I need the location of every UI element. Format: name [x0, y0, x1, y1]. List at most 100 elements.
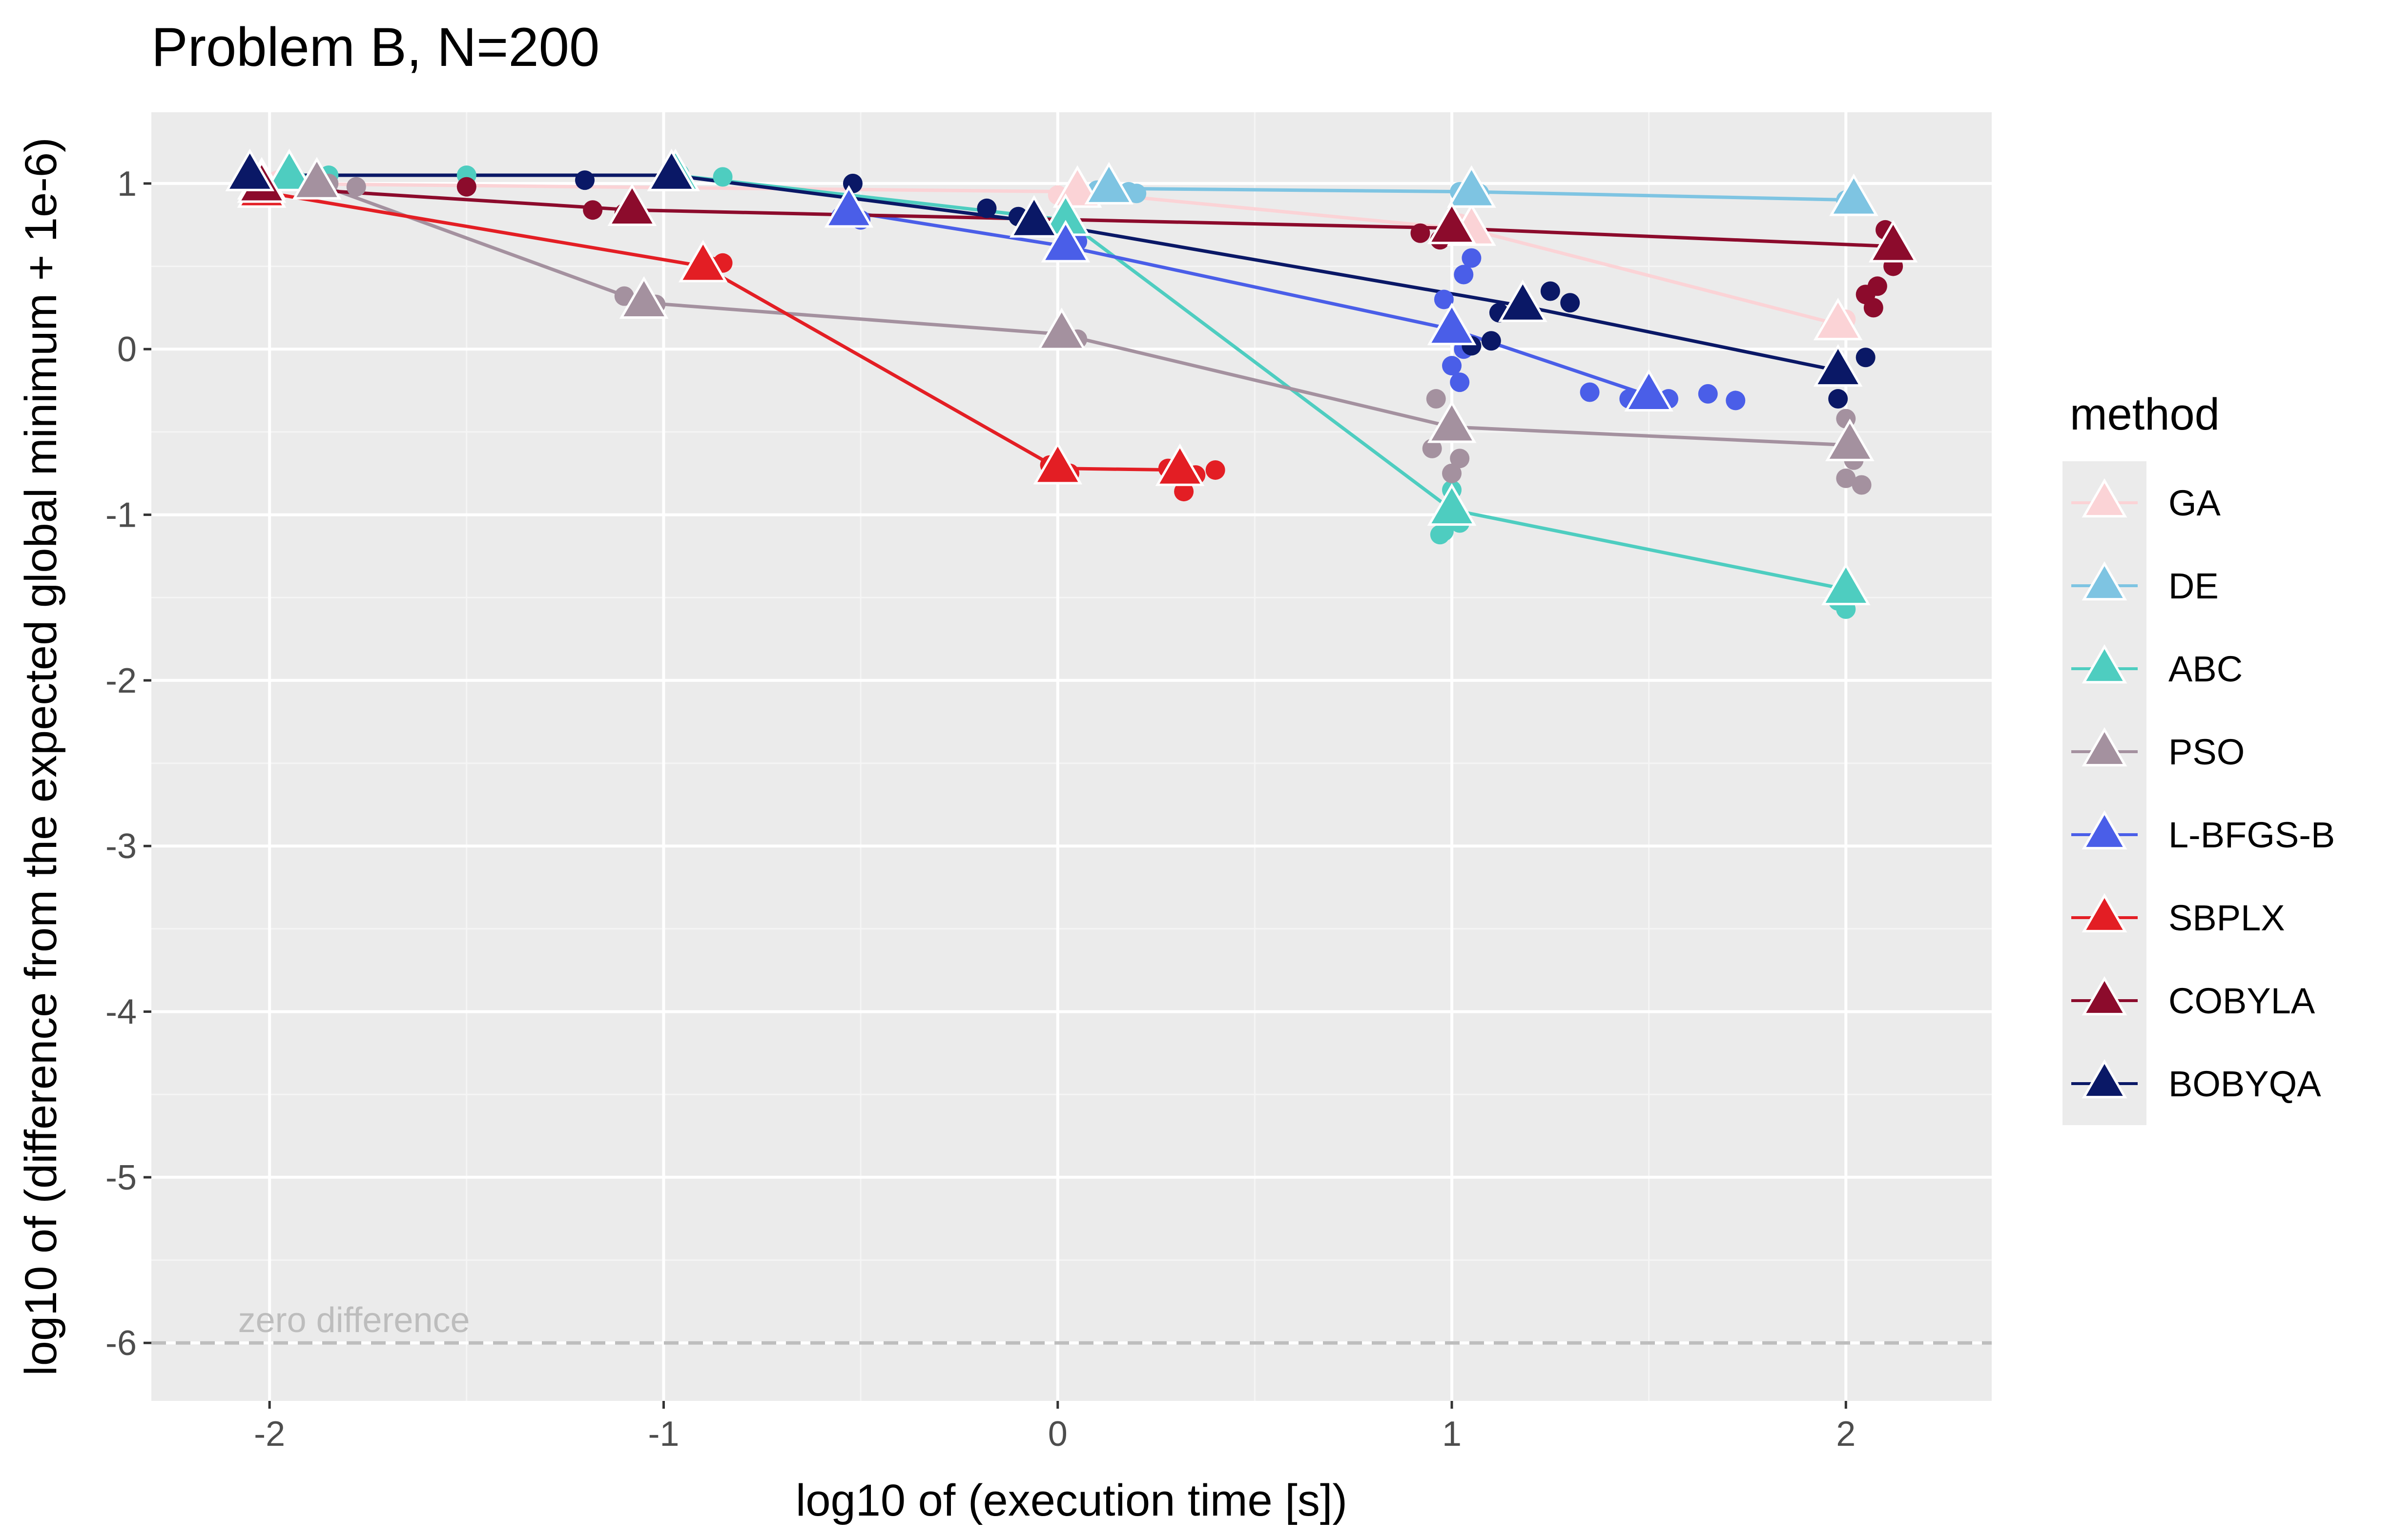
- y-tick-label: -5: [105, 1158, 137, 1197]
- y-tick-label: -2: [105, 661, 137, 700]
- point-pso: [1442, 463, 1462, 483]
- point-pso: [1422, 438, 1442, 458]
- point-bobyqa: [977, 198, 997, 218]
- legend-key-marker-bobyqa: [2082, 1059, 2127, 1099]
- mean-marker-bobyqa: [647, 148, 696, 191]
- mean-marker-pso: [619, 276, 669, 319]
- point-bobyqa: [1540, 281, 1560, 301]
- point-pso: [614, 286, 634, 306]
- mean-marker-cobyla: [1868, 220, 1918, 263]
- legend-key-background: [2062, 461, 2146, 1125]
- legend-key-marker-sbplx: [2082, 893, 2127, 933]
- point-l-bfgs-b: [1454, 265, 1474, 285]
- point-bobyqa: [1856, 348, 1876, 368]
- mean-marker-bobyqa: [225, 148, 275, 191]
- legend-label-abc: ABC: [2168, 649, 2243, 689]
- point-l-bfgs-b: [1442, 356, 1462, 376]
- plot-panel: [151, 112, 1992, 1401]
- y-tick-label: -6: [105, 1324, 137, 1363]
- legend-key-marker-cobyla: [2082, 976, 2127, 1016]
- point-bobyqa: [1828, 389, 1848, 409]
- point-pso: [1450, 449, 1470, 469]
- mean-marker-de: [1447, 165, 1496, 208]
- x-tick-label: 0: [1048, 1415, 1068, 1454]
- mean-marker-l-bfgs-b: [1427, 303, 1477, 346]
- y-tick-label: 1: [117, 164, 137, 204]
- point-bobyqa: [1481, 331, 1501, 351]
- mean-marker-bobyqa: [1813, 344, 1863, 387]
- legend-label-ga: GA: [2168, 483, 2221, 523]
- legend-key-marker-abc: [2082, 644, 2127, 684]
- point-pso: [1426, 389, 1446, 409]
- mean-marker-sbplx: [678, 240, 728, 283]
- legend-key-marker-de: [2082, 561, 2127, 601]
- mean-marker-de: [1829, 173, 1878, 216]
- point-cobyla: [1863, 298, 1883, 318]
- mean-marker-l-bfgs-b: [824, 185, 874, 228]
- mean-marker-pso: [1037, 308, 1087, 350]
- y-tick-label: 0: [117, 330, 137, 369]
- mean-marker-cobyla: [607, 183, 657, 226]
- legend-label-sbplx: SBPLX: [2168, 898, 2285, 938]
- point-l-bfgs-b: [1450, 372, 1470, 392]
- point-cobyla: [583, 200, 603, 220]
- mean-marker-abc: [1821, 562, 1871, 606]
- mean-marker-sbplx: [1155, 443, 1205, 486]
- zero-difference-label: zero difference: [238, 1301, 470, 1340]
- point-pso: [1852, 475, 1872, 495]
- point-cobyla: [456, 177, 476, 197]
- mean-marker-ga: [1813, 297, 1863, 341]
- series-mean-markers: [225, 148, 1918, 606]
- point-bobyqa: [575, 170, 595, 190]
- x-tick-label: 1: [1442, 1415, 1462, 1454]
- legend-label-pso: PSO: [2168, 732, 2245, 772]
- mean-marker-pso: [1427, 400, 1477, 443]
- chart-title: Problem B, N=200: [151, 17, 599, 78]
- x-tick-label: -2: [254, 1415, 285, 1454]
- y-tick-label: -4: [105, 993, 137, 1032]
- point-l-bfgs-b: [1434, 289, 1454, 309]
- legend-title: method: [2070, 390, 2220, 439]
- mean-marker-bobyqa: [1498, 279, 1547, 322]
- point-l-bfgs-b: [1580, 382, 1600, 402]
- x-tick-label: -1: [648, 1415, 679, 1454]
- legend-key-marker-pso: [2082, 727, 2127, 767]
- mean-marker-de: [1084, 162, 1134, 205]
- point-bobyqa: [1560, 293, 1580, 313]
- y-tick-label: -3: [105, 827, 137, 866]
- point-abc: [1430, 525, 1450, 545]
- series-line-sbplx: [261, 190, 1180, 472]
- mean-marker-pso: [1825, 418, 1875, 461]
- point-sbplx: [1205, 460, 1225, 480]
- point-pso: [346, 177, 366, 197]
- mean-marker-l-bfgs-b: [1624, 369, 1673, 412]
- point-de: [1127, 184, 1147, 204]
- point-sbplx: [1174, 482, 1194, 502]
- series-line-l-bfgs-b: [848, 210, 1650, 397]
- point-cobyla: [1410, 223, 1430, 243]
- legend-label-de: DE: [2168, 566, 2219, 606]
- legend-key-marker-ga: [2082, 478, 2127, 518]
- reference-layer: zero difference: [151, 1301, 1992, 1345]
- point-l-bfgs-b: [1726, 390, 1746, 411]
- axis-layer: -2 -1 0 1 2 1 0 -1 -2 -3 -4 -5 -6: [105, 164, 1856, 1454]
- point-pso: [1836, 468, 1856, 488]
- mean-marker-sbplx: [1033, 442, 1083, 485]
- legend-label-cobyla: COBYLA: [2168, 981, 2315, 1021]
- mean-marker-abc: [1427, 483, 1477, 526]
- mean-marker-cobyla: [1427, 202, 1477, 245]
- legend-key-marker-l-bfgs-b: [2082, 810, 2127, 850]
- point-l-bfgs-b: [1698, 384, 1718, 404]
- legend-items: GA DE ABC PSO L-BFGS-B SBPLX COBYLA BOBYQA: [2062, 461, 2335, 1125]
- y-tick-label: -1: [105, 496, 137, 535]
- mean-marker-pso: [292, 157, 342, 200]
- x-axis-label: log10 of (execution time [s]): [796, 1476, 1347, 1525]
- mean-marker-abc: [265, 148, 314, 191]
- x-tick-label: 2: [1836, 1415, 1856, 1454]
- legend-label-l-bfgs-b: L-BFGS-B: [2168, 815, 2335, 855]
- mean-marker-l-bfgs-b: [1041, 220, 1091, 263]
- point-abc: [713, 167, 733, 187]
- legend: method GA DE ABC PSO L-BFGS-B SBPLX COBYLA BOBY…: [2062, 390, 2335, 1125]
